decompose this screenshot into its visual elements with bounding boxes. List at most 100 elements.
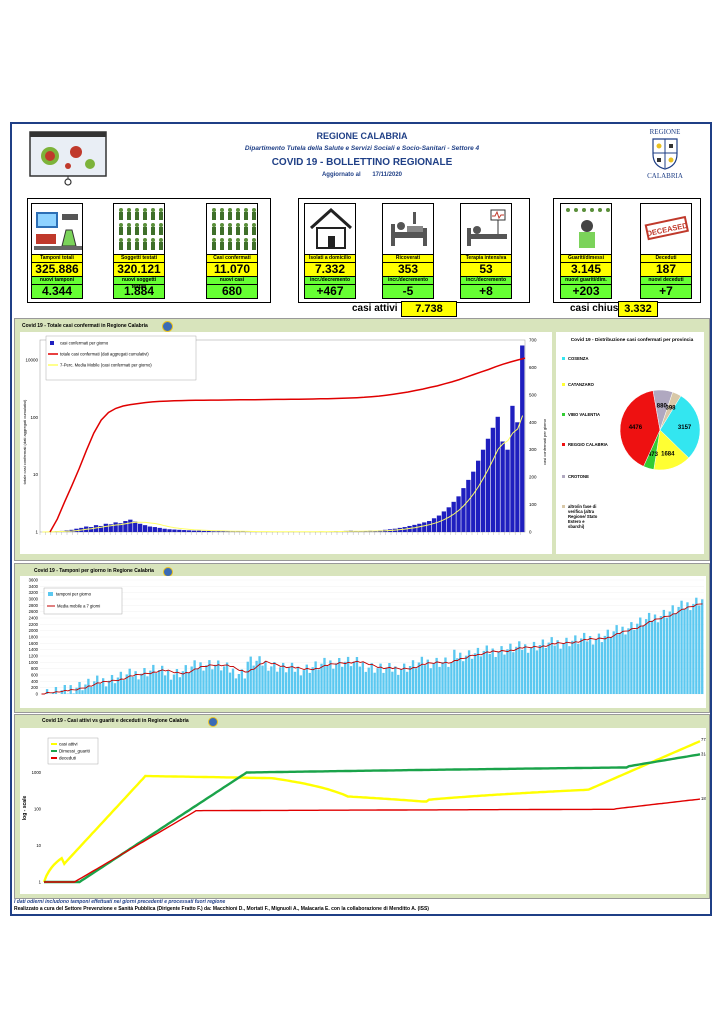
stat-value: 320.121 bbox=[113, 263, 165, 277]
person-head bbox=[228, 223, 232, 227]
daily-tests-bar bbox=[633, 629, 636, 694]
y-tick-label: 10 bbox=[36, 843, 41, 848]
person-body bbox=[119, 242, 123, 250]
daily-tests-bar bbox=[326, 666, 329, 694]
daily-tests-bar bbox=[506, 649, 509, 694]
person-body bbox=[579, 232, 595, 248]
daily-tests-bar bbox=[352, 661, 356, 694]
daily-cases-bar bbox=[466, 479, 471, 532]
daily-tests-bar bbox=[128, 668, 131, 694]
daily-tests-bar bbox=[314, 661, 317, 694]
daily-tests-bar bbox=[400, 669, 403, 694]
daily-tests-bar bbox=[659, 616, 663, 694]
person-body bbox=[151, 212, 155, 220]
daily-tests-bar bbox=[405, 671, 409, 694]
stat-value: 7.332 bbox=[304, 263, 356, 277]
intensive-care-icon bbox=[460, 203, 512, 255]
daily-cases-bar bbox=[128, 519, 133, 532]
daily-cases-bar bbox=[206, 530, 211, 532]
daily-tests-bar bbox=[529, 647, 533, 694]
footer-note: I dati odierni includono tamponi effettu… bbox=[14, 899, 226, 905]
pie-legend-label: CROTONE bbox=[568, 474, 589, 479]
stat-label: Deceduti bbox=[640, 255, 692, 263]
y-tick-label: 400 bbox=[31, 679, 39, 684]
daily-cases-bar bbox=[358, 531, 363, 532]
daily-tests-bar bbox=[597, 633, 601, 694]
virus-illustration bbox=[29, 131, 107, 186]
chart1-legend: casi confermati per giorno totale casi co… bbox=[45, 335, 197, 381]
stat-deceduti: DECEASED Deceduti 187 nuovi deceduti +7 bbox=[640, 203, 692, 299]
logo-top-text: REGIONE bbox=[649, 128, 681, 136]
y-tick-label: 3200 bbox=[29, 590, 39, 595]
pie-legend-label: CATANZARO bbox=[568, 382, 595, 387]
daily-tests-bar bbox=[479, 656, 483, 694]
daily-cases-bar bbox=[211, 531, 216, 532]
daily-tests-bar bbox=[577, 643, 580, 694]
daily-tests-bar bbox=[585, 641, 589, 694]
person-head bbox=[127, 238, 131, 242]
daily-tests-bar bbox=[237, 674, 241, 694]
daily-tests-bar bbox=[624, 634, 627, 694]
pie-svg: COSENZA CATANZARO VIBO VALENTIA REGGIO CALA… bbox=[562, 356, 701, 529]
daily-tests-bar bbox=[90, 687, 93, 694]
person-head bbox=[236, 223, 240, 227]
daily-tests-bar bbox=[338, 658, 341, 694]
daily-tests-bar bbox=[264, 661, 267, 694]
person-body bbox=[244, 242, 248, 250]
daily-cases-bar bbox=[226, 531, 231, 532]
daily-tests-bar bbox=[225, 662, 229, 694]
daily-tests-bar bbox=[698, 605, 701, 694]
legend-box bbox=[43, 587, 123, 615]
daily-tests-bar bbox=[512, 652, 515, 694]
daily-tests-bar bbox=[447, 666, 450, 694]
daily-tests-bar bbox=[349, 666, 353, 694]
daily-tests-bar bbox=[376, 668, 379, 694]
daily-tests-bar bbox=[125, 674, 128, 694]
daily-tests-bar bbox=[276, 671, 279, 694]
daily-cases-bar bbox=[480, 449, 486, 532]
person-head bbox=[228, 238, 232, 242]
daily-tests-bar bbox=[175, 669, 179, 694]
daily-tests-bar bbox=[93, 681, 96, 694]
person-head bbox=[143, 208, 147, 212]
stat-value: 353 bbox=[382, 263, 434, 277]
pie-slice-label: 398 bbox=[665, 406, 676, 412]
daily-cases-bar bbox=[157, 527, 162, 532]
daily-cases-bar bbox=[113, 522, 118, 532]
person-body bbox=[212, 242, 216, 250]
person-body bbox=[228, 242, 232, 250]
cumulative-cases-line bbox=[49, 357, 526, 533]
daily-tests-bar bbox=[202, 670, 205, 694]
daily-tests-bar bbox=[462, 661, 465, 694]
legend-label: 7-Perc. Media Mobile (casi confermati pe… bbox=[60, 363, 152, 368]
pie-legend-swatch bbox=[562, 383, 565, 386]
person-head bbox=[151, 208, 155, 212]
daily-tests-bar bbox=[51, 692, 55, 694]
stat-guariti: Guariti/dimessi 3.145 nuovi guariti/dim.… bbox=[560, 203, 612, 299]
daily-tests-bar bbox=[583, 632, 586, 694]
y-tick-label: 1000 bbox=[32, 770, 42, 775]
stat-sub-value: 1.884 bbox=[113, 285, 165, 299]
stat-label: Soggetti testati bbox=[113, 255, 165, 263]
person-body bbox=[236, 227, 240, 235]
daily-tests-bar bbox=[665, 617, 668, 694]
daily-tests-bar bbox=[444, 657, 447, 694]
active-cases-label: casi attivi bbox=[352, 303, 398, 314]
person-body bbox=[252, 242, 256, 250]
daily-tests-bar bbox=[535, 650, 539, 694]
legend-swatch bbox=[50, 341, 54, 345]
daily-cases-bar bbox=[162, 528, 167, 532]
daily-tests-bar bbox=[532, 641, 536, 694]
lab-equipment-icon bbox=[31, 203, 83, 255]
daily-cases-bar bbox=[456, 496, 461, 532]
coat-of-arms-icon bbox=[652, 138, 678, 170]
person-head bbox=[252, 208, 256, 212]
deceased-stamp-icon: DECEASED bbox=[640, 203, 692, 255]
legend-label: totale casi confermati (dati aggregati c… bbox=[60, 352, 149, 357]
daily-tests-bar bbox=[146, 676, 149, 694]
person-body bbox=[228, 227, 232, 235]
daily-tests-bar bbox=[84, 684, 87, 694]
daily-tests-bar bbox=[562, 643, 565, 694]
daily-cases-bar bbox=[191, 530, 197, 532]
y-tick-label: 600 bbox=[31, 673, 39, 678]
